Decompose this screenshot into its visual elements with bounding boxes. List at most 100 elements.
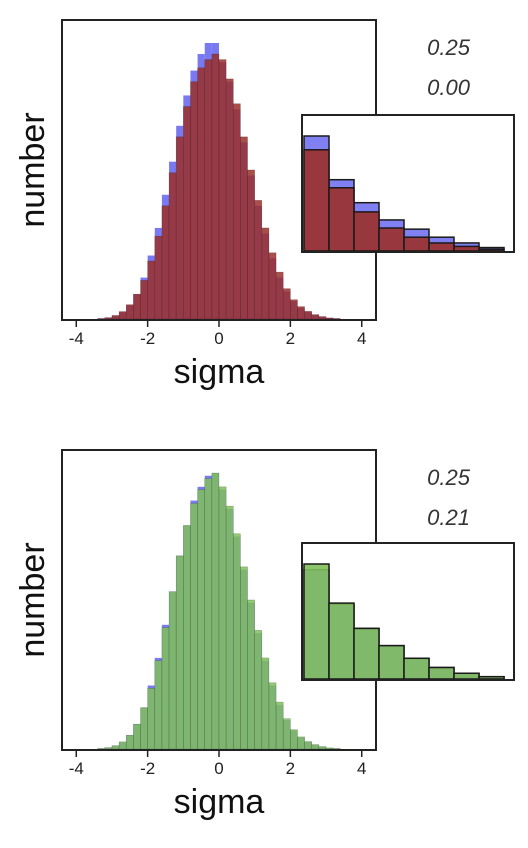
histogram-bar-2 — [268, 682, 277, 750]
histogram-bar-2 — [304, 310, 313, 320]
histogram-bar-2 — [254, 200, 263, 320]
histogram-bar-2 — [311, 744, 320, 750]
histogram-bar-2 — [125, 304, 134, 320]
x-tick-label: -4 — [69, 329, 84, 348]
histogram-bar-2 — [218, 486, 227, 750]
histogram-bar-2 — [297, 306, 305, 320]
histogram-bar-2 — [168, 172, 177, 320]
inset-bar-2 — [378, 644, 405, 680]
histogram-bar-2 — [240, 136, 248, 320]
x-ticks: -4 -2 0 2 4 — [69, 750, 366, 778]
inset-bar-2 — [453, 672, 480, 680]
histogram-bar-2 — [275, 701, 284, 750]
histogram-bar-2 — [161, 205, 170, 320]
inset-bar-2 — [428, 242, 455, 252]
histogram-bar-2 — [332, 318, 341, 320]
histogram-bars — [97, 472, 341, 750]
inset-chart — [301, 542, 515, 681]
inset-bar-2 — [403, 236, 430, 252]
histogram-bar-2 — [154, 235, 163, 320]
histogram-bar-2 — [332, 748, 341, 750]
inset-bar-2 — [428, 666, 455, 680]
histogram-bar-2 — [140, 707, 148, 750]
histogram-bar-2 — [290, 729, 298, 750]
x-tick-label: -4 — [69, 759, 84, 778]
histogram-bar-2 — [125, 734, 134, 750]
chart-panel-bottom: -4 -2 0 2 4 sigma number 0.25 0.21 — [14, 449, 515, 821]
histogram-bar-2 — [268, 252, 277, 320]
x-axis-label: sigma — [174, 353, 265, 391]
histogram-bar-2 — [190, 81, 198, 320]
histogram-bar-2 — [111, 315, 120, 320]
histogram-bar-2 — [104, 747, 113, 750]
inset-frame — [301, 114, 515, 253]
histogram-bar-2 — [318, 746, 327, 750]
inset-bar-2 — [303, 149, 330, 252]
histogram-bar-2 — [154, 660, 163, 750]
x-tick-label: 0 — [214, 329, 223, 348]
y-axis-label: number — [14, 112, 52, 227]
x-tick-label: -2 — [140, 759, 155, 778]
histogram-bar-2 — [290, 299, 298, 320]
histogram-bar-2 — [225, 78, 234, 320]
annotation-value-1: 0.25 — [427, 465, 471, 490]
x-tick-label: 4 — [357, 329, 366, 348]
x-tick-label: 2 — [286, 329, 295, 348]
histogram-bar-2 — [197, 67, 206, 320]
histogram-bar-2 — [282, 718, 291, 750]
inset-bar-2 — [453, 245, 480, 252]
inset-chart — [301, 114, 515, 253]
inset-bar-2 — [303, 563, 330, 680]
histogram-bar-2 — [190, 503, 198, 750]
chart-panel-top: -4 -2 0 2 4 sigma number 0.25 0.00 — [14, 19, 515, 391]
inset-bars — [303, 135, 505, 252]
inset-bars — [303, 563, 505, 680]
annotation-value-2: 0.21 — [427, 505, 470, 530]
histogram-bar-2 — [118, 741, 127, 750]
histogram-bar-2 — [175, 136, 184, 320]
histogram-bar-2 — [247, 599, 255, 750]
histogram-bar-2 — [133, 293, 141, 320]
x-axis-label: sigma — [174, 783, 265, 821]
histogram-bar-2 — [133, 723, 141, 750]
histogram-bar-2 — [104, 317, 113, 320]
histogram-bar-2 — [183, 525, 191, 750]
inset-bar-2 — [478, 248, 505, 252]
x-tick-label: 0 — [214, 759, 223, 778]
inset-bar-2 — [378, 227, 405, 252]
histogram-bar-2 — [147, 687, 156, 750]
histogram-bar-2 — [204, 59, 213, 320]
histogram-bar-2 — [218, 59, 227, 320]
histogram-bar-2 — [232, 533, 241, 750]
x-tick-label: -2 — [140, 329, 155, 348]
histogram-bars — [97, 43, 341, 320]
histogram-bar-2 — [282, 288, 291, 320]
histogram-bar-2 — [161, 627, 170, 750]
x-tick-label: 2 — [286, 759, 295, 778]
histogram-bar-2 — [204, 478, 213, 750]
histogram-bar-2 — [183, 106, 191, 320]
histogram-bar-2 — [247, 169, 255, 320]
histogram-bar-2 — [297, 736, 305, 750]
x-ticks: -4 -2 0 2 4 — [69, 320, 366, 348]
histogram-bar-2 — [211, 472, 220, 750]
histogram-bar-2 — [232, 103, 241, 320]
histogram-bar-2 — [211, 53, 220, 320]
histogram-bar-2 — [325, 317, 334, 320]
y-axis-label: number — [14, 542, 52, 657]
inset-bar-2 — [403, 657, 430, 680]
inset-frame — [301, 542, 515, 681]
histogram-bar-2 — [311, 314, 320, 320]
histogram-bar-2 — [261, 227, 270, 320]
histogram-bar-2 — [318, 316, 327, 320]
histogram-bar-2 — [325, 747, 334, 750]
histogram-bar-2 — [97, 318, 106, 320]
histogram-bar-2 — [275, 271, 284, 320]
histogram-bar-2 — [147, 260, 156, 320]
inset-bar-2 — [353, 627, 380, 680]
inset-bar-2 — [478, 675, 505, 680]
histogram-bar-2 — [97, 748, 106, 750]
x-tick-label: 4 — [357, 759, 366, 778]
histogram-bar-2 — [197, 489, 206, 750]
